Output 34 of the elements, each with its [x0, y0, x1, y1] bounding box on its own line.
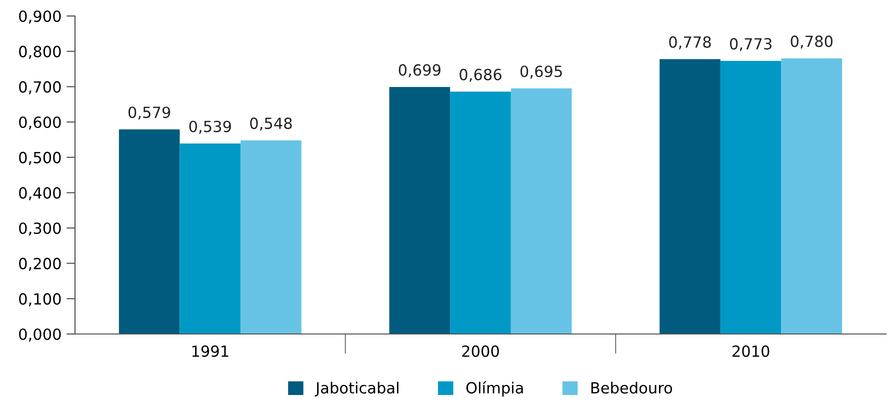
- y-tick-label: 0,500: [19, 152, 61, 165]
- bar: [240, 140, 302, 334]
- legend-label: Olímpia: [466, 381, 523, 397]
- legend-label: Bebedouro: [591, 382, 672, 394]
- bar: [389, 87, 450, 334]
- bar: [720, 60, 782, 334]
- y-tick-label: 0,300: [19, 222, 61, 236]
- x-tick-label: 2010: [732, 345, 770, 357]
- y-tick-label: 0,800: [19, 46, 61, 59]
- bar: [660, 59, 720, 334]
- data-label: 0,778: [669, 36, 711, 50]
- y-tick-label: 0,100: [19, 293, 61, 306]
- data-label: 0,773: [730, 38, 772, 52]
- y-tick-label: 0,400: [19, 187, 61, 200]
- data-label: 0,548: [250, 118, 292, 131]
- bar: [450, 92, 511, 334]
- x-tick-label: 2000: [462, 345, 499, 357]
- bar: [781, 58, 842, 334]
- y-tick-label: 0,600: [19, 116, 61, 130]
- y-tick-label: 0,000: [19, 328, 61, 342]
- data-label: 0,686: [460, 68, 502, 82]
- data-label: 0,699: [398, 64, 440, 78]
- data-label: 0,539: [189, 120, 231, 134]
- bar: [510, 88, 572, 334]
- bar: [180, 144, 241, 334]
- x-tick-label: 1991: [192, 345, 228, 357]
- y-tick-label: 0,700: [19, 81, 61, 94]
- y-tick-label: 0,200: [19, 258, 61, 271]
- data-label: 0,780: [790, 36, 833, 49]
- data-label: 0,695: [520, 66, 562, 79]
- y-tick-label: 0,900: [19, 10, 61, 24]
- legend-label: Jaboticabal: [314, 382, 398, 396]
- data-label: 0,579: [128, 106, 170, 120]
- bar: [118, 129, 180, 334]
